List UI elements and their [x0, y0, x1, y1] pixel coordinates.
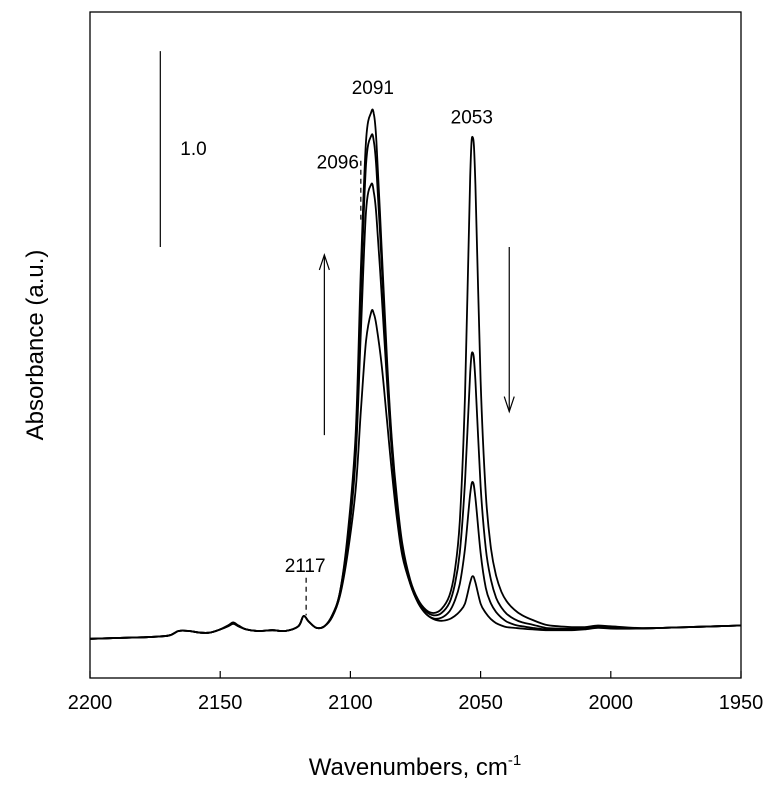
x-tick-label: 2050: [458, 692, 503, 714]
plot-frame: [89, 11, 742, 679]
spectrum-line-1: [89, 309, 742, 640]
x-tick-label: 2000: [589, 692, 634, 714]
spectrum-line-2: [89, 182, 742, 640]
series-layer: [89, 108, 742, 640]
peak-label-2117: 2117: [285, 556, 326, 577]
annotation-layer: 1.0 2091 2096 2053 2117: [159, 51, 515, 616]
x-tick-label: 1950: [719, 692, 764, 714]
spectrum-line-4: [89, 108, 742, 640]
x-axis-ticks: 2200 2150 2100 2050 2000 1950: [68, 671, 764, 714]
peak-label-2053: 2053: [451, 107, 493, 128]
peak-label-2096: 2096: [317, 153, 359, 174]
x-tick-label: 2150: [198, 692, 243, 714]
arrow-down-head: [503, 396, 515, 414]
x-axis-title: Wavenumbers, cm-1: [309, 752, 522, 781]
spectrum-line-3: [89, 133, 742, 640]
arrow-up-head: [318, 252, 330, 271]
scale-bar-label: 1.0: [180, 139, 206, 160]
x-tick-label: 2100: [328, 692, 373, 714]
y-axis-title: Absorbance (a.u.): [22, 250, 49, 441]
x-tick-label: 2200: [68, 692, 113, 714]
peak-label-2091: 2091: [352, 78, 394, 99]
